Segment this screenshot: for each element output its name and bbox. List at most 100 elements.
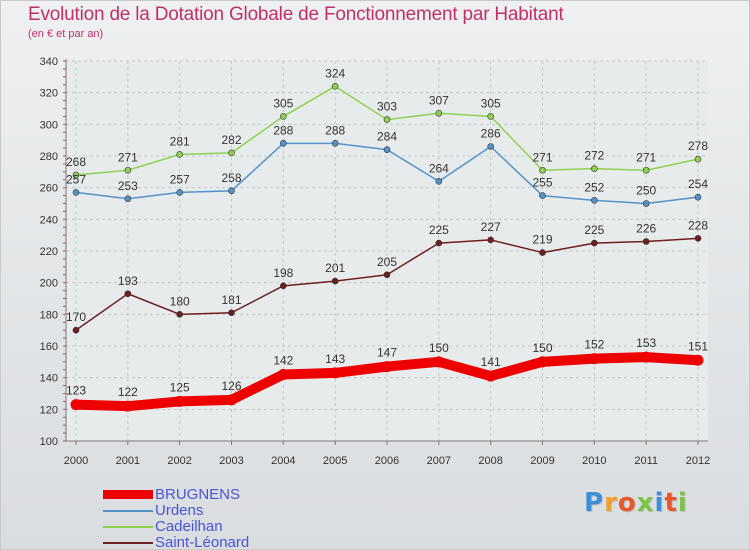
data-point-saint-leonard — [280, 282, 287, 290]
data-point-saint-leonard — [124, 290, 132, 298]
data-point-cadeilhan — [280, 113, 287, 120]
legend-swatch-urdens — [103, 510, 153, 512]
data-label-cadeilhan: 271 — [118, 150, 138, 164]
proxiti-logo: Proxiti — [584, 488, 688, 518]
data-point-saint-leonard — [591, 239, 598, 247]
data-point-urdens — [72, 189, 80, 196]
data-point-urdens — [331, 140, 339, 147]
data-point-cadeilhan — [487, 113, 494, 120]
x-tick-label: 2006 — [375, 455, 399, 467]
data-point-cadeilhan — [228, 149, 235, 157]
x-tick-label: 2000 — [64, 455, 88, 467]
data-label-urdens: 286 — [481, 127, 501, 141]
data-label-brugnens: 143 — [325, 352, 345, 366]
data-label-cadeilhan: 278 — [688, 139, 708, 153]
data-label-brugnens: 142 — [273, 354, 293, 368]
data-label-urdens: 257 — [170, 172, 190, 186]
data-label-brugnens: 150 — [532, 341, 552, 355]
logo-letter: o — [617, 488, 637, 518]
y-tick-label: 120 — [40, 404, 58, 416]
data-label-saint-leonard: 225 — [429, 223, 449, 237]
data-point-cadeilhan — [383, 116, 391, 123]
legend-swatch-brugnens — [103, 490, 153, 499]
data-point-cadeilhan — [72, 171, 80, 179]
data-point-brugnens — [692, 354, 704, 366]
data-point-brugnens — [537, 356, 548, 368]
data-point-cadeilhan — [642, 166, 650, 174]
data-label-brugnens: 152 — [584, 338, 604, 352]
legend-swatch-cadeilhan — [103, 526, 153, 528]
data-point-urdens — [539, 192, 546, 199]
x-tick-label: 2004 — [271, 455, 295, 467]
data-point-brugnens — [174, 395, 186, 407]
data-label-urdens: 255 — [532, 176, 552, 190]
x-tick-label: 2009 — [530, 455, 554, 467]
legend-label-urdens: Urdens — [155, 502, 204, 519]
x-tick-label: 2003 — [219, 455, 243, 467]
data-label-cadeilhan: 305 — [481, 96, 501, 110]
data-point-brugnens — [122, 400, 134, 412]
data-label-urdens: 284 — [377, 130, 397, 144]
data-point-urdens — [591, 197, 598, 204]
y-tick-label: 260 — [40, 183, 58, 195]
data-point-urdens — [124, 195, 132, 203]
data-point-saint-leonard — [331, 277, 339, 285]
data-label-urdens: 258 — [221, 171, 241, 185]
data-point-cadeilhan — [435, 109, 443, 117]
y-tick-label: 180 — [40, 309, 58, 321]
x-tick-label: 2010 — [582, 455, 606, 467]
y-tick-label: 300 — [40, 119, 58, 131]
data-label-urdens: 288 — [325, 123, 345, 137]
data-point-brugnens — [588, 353, 600, 365]
data-label-saint-leonard: 227 — [481, 220, 501, 234]
y-tick-label: 160 — [40, 341, 58, 353]
x-tick-label: 2011 — [634, 455, 658, 467]
data-label-cadeilhan: 305 — [273, 96, 293, 110]
data-point-brugnens — [70, 399, 82, 411]
x-tick-label: 2002 — [167, 455, 191, 467]
data-label-saint-leonard: 181 — [221, 293, 241, 307]
data-point-saint-leonard — [72, 326, 80, 334]
data-label-brugnens: 122 — [118, 385, 138, 399]
data-label-saint-leonard: 226 — [636, 222, 656, 236]
x-tick-label: 2005 — [323, 455, 347, 467]
data-point-cadeilhan — [591, 165, 598, 172]
data-point-cadeilhan — [331, 83, 339, 90]
data-point-brugnens — [485, 370, 497, 382]
data-label-saint-leonard: 219 — [532, 233, 552, 247]
data-point-brugnens — [329, 367, 341, 379]
data-label-saint-leonard: 228 — [688, 218, 708, 232]
data-label-urdens: 250 — [636, 184, 656, 198]
y-tick-label: 340 — [40, 56, 58, 68]
data-label-saint-leonard: 225 — [584, 223, 604, 237]
y-tick-label: 240 — [40, 214, 58, 226]
x-tick-label: 2008 — [478, 455, 502, 467]
data-label-cadeilhan: 271 — [532, 150, 552, 164]
data-point-cadeilhan — [124, 166, 132, 174]
data-label-brugnens: 150 — [429, 341, 449, 355]
y-tick-label: 100 — [40, 436, 58, 448]
y-tick-label: 140 — [40, 373, 58, 385]
data-label-urdens: 252 — [584, 180, 604, 194]
data-point-saint-leonard — [383, 271, 391, 279]
chart-subtitle: (en € et par an) — [28, 28, 104, 40]
data-label-brugnens: 151 — [688, 339, 708, 353]
data-label-saint-leonard: 201 — [325, 261, 345, 275]
data-point-saint-leonard — [228, 309, 235, 317]
x-tick-label: 2012 — [686, 455, 710, 467]
legend-label-brugnens: BRUGNENS — [155, 486, 241, 503]
data-label-cadeilhan: 268 — [66, 155, 86, 169]
data-label-cadeilhan: 303 — [377, 100, 397, 114]
data-point-saint-leonard — [694, 235, 702, 242]
y-tick-label: 280 — [40, 151, 58, 163]
logo-letter: x — [636, 488, 655, 518]
data-point-brugnens — [277, 369, 289, 380]
data-point-cadeilhan — [694, 155, 702, 163]
chart-title: Evolution de la Dotation Globale de Fonc… — [28, 4, 564, 25]
data-label-saint-leonard: 170 — [66, 310, 86, 324]
data-point-cadeilhan — [539, 166, 546, 174]
data-label-brugnens: 125 — [170, 380, 190, 394]
data-point-saint-leonard — [435, 239, 443, 247]
data-label-cadeilhan: 324 — [325, 66, 345, 80]
